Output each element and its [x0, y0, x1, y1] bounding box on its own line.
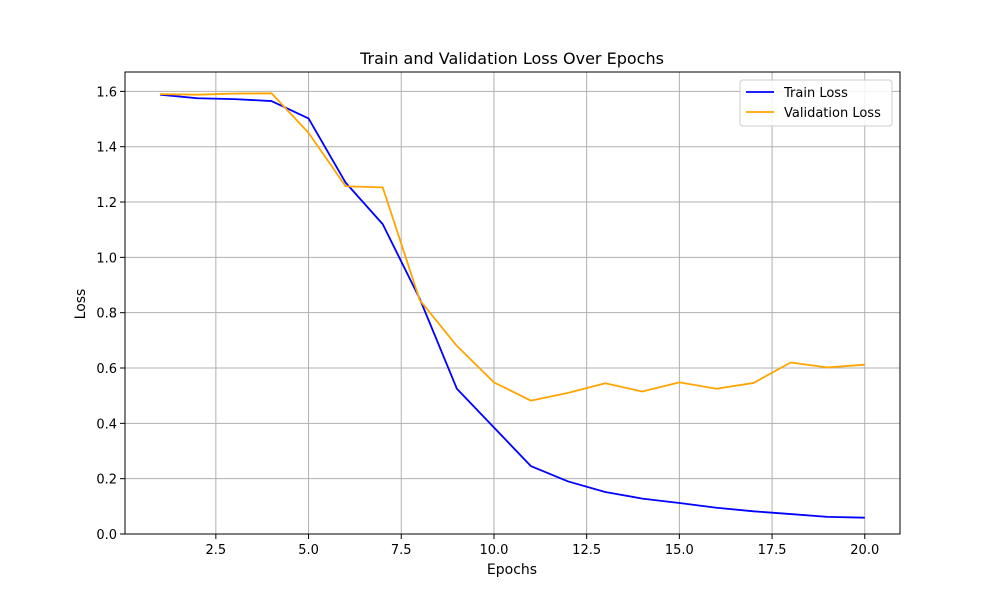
legend-box [739, 79, 893, 127]
y-tick-label: 0.0 [96, 528, 117, 543]
x-axis-label: Epochs [487, 562, 537, 578]
y-tick-label: 1.4 [96, 141, 117, 156]
x-tick-label: 2.5 [206, 543, 227, 558]
x-tick-label: 7.5 [391, 543, 412, 558]
y-tick-label: 0.8 [96, 307, 117, 322]
axes: 2.5 5.0 7.5 10.0 12.5 15.0 17.5 20.0 0.0 0.2 0.4 0.… [96, 71, 901, 558]
x-tick-label: 17.5 [758, 543, 787, 558]
train-loss-line [160, 93, 865, 519]
y-axis-label: Loss [73, 289, 89, 320]
x-tick-label: 12.5 [572, 543, 601, 558]
x-tick-label: 10.0 [479, 543, 508, 558]
grid-lines [125, 72, 900, 535]
y-tick-label: 1.0 [96, 251, 117, 266]
y-tick-label: 1.6 [96, 85, 117, 100]
y-tick-label: 0.6 [96, 362, 117, 377]
x-tick-label: 20.0 [850, 543, 879, 558]
legend: Train Loss Validation Loss [739, 79, 893, 127]
y-tick-label: 0.2 [96, 473, 117, 488]
train-loss-legend-label: Train Loss [783, 86, 848, 101]
series-lines [160, 92, 865, 519]
y-tick-label: 0.4 [96, 417, 117, 432]
x-tick-label: 5.0 [298, 543, 319, 558]
validation-loss-line [160, 92, 865, 402]
y-tick-label: 1.2 [96, 196, 117, 211]
validation-loss-legend-label: Validation Loss [784, 106, 881, 121]
plot-area-frame [124, 71, 901, 535]
x-tick-label: 15.0 [665, 543, 694, 558]
chart-title: Train and Validation Loss Over Epochs [359, 49, 664, 68]
